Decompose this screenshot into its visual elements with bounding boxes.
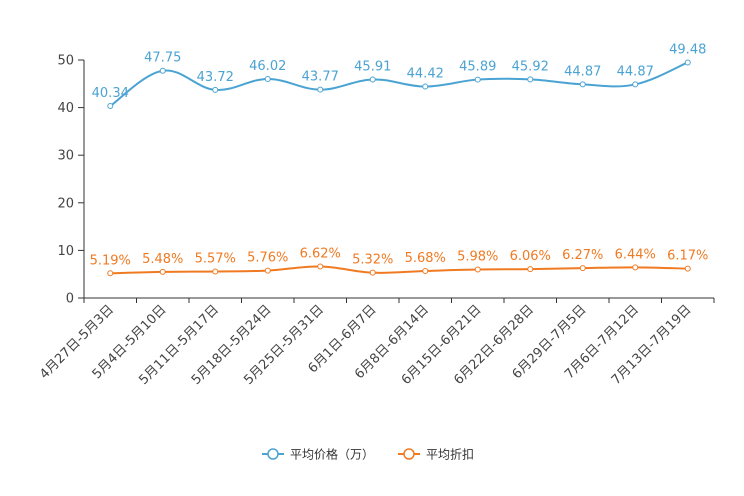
data-label: 40.34 <box>92 86 129 101</box>
data-point[interactable] <box>159 268 166 275</box>
data-label: 6.27% <box>562 248 603 263</box>
data-point[interactable] <box>212 268 219 275</box>
data-point[interactable] <box>107 102 114 109</box>
data-point[interactable] <box>159 67 166 74</box>
data-label: 43.77 <box>302 70 339 85</box>
y-tick-label: 0 <box>66 292 74 307</box>
data-label: 5.76% <box>247 251 288 266</box>
data-label: 45.89 <box>459 60 496 75</box>
data-label: 5.32% <box>352 253 393 268</box>
data-label: 5.57% <box>195 251 236 266</box>
data-label: 45.92 <box>512 59 549 74</box>
data-label: 6.06% <box>510 249 551 264</box>
series-avg-price: 40.34 47.75 43.72 46.02 43.77 45.91 44.42 45.89… <box>92 42 706 109</box>
data-label: 6.62% <box>300 246 341 261</box>
data-label: 5.98% <box>457 250 498 265</box>
legend-label: 平均价格（万） <box>290 447 374 462</box>
data-label: 44.87 <box>564 64 601 79</box>
data-point[interactable] <box>579 265 586 272</box>
data-point[interactable] <box>317 263 324 270</box>
data-point[interactable] <box>684 59 691 66</box>
data-point[interactable] <box>422 83 429 90</box>
data-label: 46.02 <box>249 59 286 74</box>
data-point[interactable] <box>369 76 376 83</box>
legend[interactable]: 平均价格（万） 平均折扣 <box>262 447 474 462</box>
data-point[interactable] <box>212 86 219 93</box>
y-tick-label: 20 <box>57 196 74 211</box>
legend-marker-icon <box>267 448 279 460</box>
legend-item-avg-price[interactable]: 平均价格（万） <box>262 447 374 462</box>
legend-item-avg-discount[interactable]: 平均折扣 <box>398 447 474 462</box>
legend-marker-icon <box>403 448 415 460</box>
series-line <box>109 61 689 107</box>
data-label: 47.75 <box>144 51 181 66</box>
data-label: 44.42 <box>407 67 444 82</box>
data-point[interactable] <box>527 266 534 273</box>
data-label: 45.91 <box>354 59 391 74</box>
data-point[interactable] <box>474 76 481 83</box>
data-point[interactable] <box>684 265 691 272</box>
data-point[interactable] <box>107 270 114 277</box>
data-point[interactable] <box>317 86 324 93</box>
data-point[interactable] <box>632 264 639 271</box>
legend-label: 平均折扣 <box>426 447 474 462</box>
y-tick-label: 50 <box>57 54 74 69</box>
data-label: 6.17% <box>667 249 708 264</box>
data-point[interactable] <box>632 81 639 88</box>
y-tick-label: 10 <box>57 244 74 259</box>
data-point[interactable] <box>369 269 376 276</box>
data-label: 5.48% <box>142 252 183 267</box>
data-point[interactable] <box>579 81 586 88</box>
data-label: 43.72 <box>197 70 234 85</box>
series-layer: 40.34 47.75 43.72 46.02 43.77 45.91 44.42 45.89… <box>90 42 708 277</box>
data-point[interactable] <box>474 266 481 273</box>
data-point[interactable] <box>264 267 271 274</box>
data-point[interactable] <box>527 76 534 83</box>
y-tick-label: 40 <box>57 101 74 116</box>
data-label: 49.48 <box>669 42 706 57</box>
series-avg-discount: 5.19% 5.48% 5.57% 5.76% 6.62% 5.32% 5.68% 5.98%… <box>90 246 708 277</box>
data-label: 5.19% <box>90 253 131 268</box>
data-label: 5.68% <box>405 251 446 266</box>
data-label: 6.44% <box>615 247 656 262</box>
data-label: 44.87 <box>617 64 654 79</box>
data-point[interactable] <box>264 75 271 82</box>
series-line <box>110 265 688 275</box>
data-point[interactable] <box>422 267 429 274</box>
y-tick-label: 30 <box>57 149 74 164</box>
axes: 010203040504月27日-5月3日5月4日-5月10日5月11日-5月1… <box>37 54 715 388</box>
